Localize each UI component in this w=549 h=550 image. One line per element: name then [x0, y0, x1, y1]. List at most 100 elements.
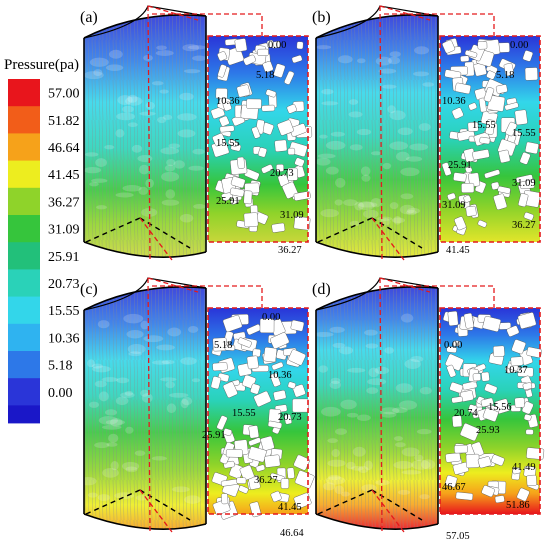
particle — [292, 398, 309, 413]
pressure-value-label: 10.36 — [216, 96, 240, 107]
particle — [249, 501, 262, 518]
particle — [497, 186, 511, 194]
particle — [243, 212, 259, 228]
pressure-value-label: 15.55 — [216, 138, 240, 149]
particle — [522, 382, 533, 390]
pressure-value-label: 15.56 — [488, 402, 512, 413]
pressure-value-label: 5.18 — [256, 70, 274, 81]
particle — [526, 447, 545, 460]
particle — [514, 397, 525, 408]
pressure-value-label: 36.27 — [278, 245, 302, 256]
particle — [286, 104, 297, 114]
particle — [495, 84, 508, 94]
particle — [269, 332, 290, 349]
particle — [290, 319, 305, 332]
particle — [221, 493, 229, 505]
particle — [465, 453, 480, 469]
particle — [518, 193, 529, 207]
particle — [478, 97, 487, 113]
pressure-value-label: 10.36 — [268, 370, 292, 381]
particle — [264, 454, 281, 468]
particle — [277, 119, 294, 136]
panel-tag: (b) — [312, 9, 331, 26]
particle — [486, 70, 496, 80]
particle — [287, 381, 296, 389]
particle — [261, 164, 274, 174]
legend-label: 46.64 — [48, 141, 80, 156]
particle — [257, 48, 269, 56]
pressure-value-label: 51.86 — [506, 500, 530, 511]
particle — [452, 340, 461, 347]
particle — [246, 355, 259, 370]
panel-a: (a) 0.00 5.18 10.36 15.55 20.73 25.91 31.09 36.2… — [80, 5, 313, 261]
panel-d: (d) 0.00 10.37 15.56 20.74 25.93 41.49 46.67 51.… — [312, 277, 545, 542]
particle — [446, 364, 457, 378]
particle — [291, 55, 303, 64]
pressure-value-label: 46.64 — [280, 528, 304, 539]
particle — [481, 371, 490, 382]
particle — [270, 490, 282, 503]
pressure-value-label: 57.05 — [446, 531, 470, 542]
particle — [259, 318, 275, 334]
particle — [251, 126, 261, 139]
particle — [212, 362, 228, 372]
particle — [246, 98, 262, 109]
cross-section-map: 0.00 10.37 15.56 20.74 25.93 41.49 46.67 51.86 5… — [439, 307, 545, 542]
particle — [463, 195, 472, 203]
particle — [467, 121, 479, 132]
particle — [445, 452, 461, 463]
particle — [482, 316, 501, 332]
particle — [485, 119, 496, 135]
particle — [477, 41, 488, 50]
particle — [261, 104, 275, 112]
particle — [274, 139, 288, 152]
particle — [472, 149, 490, 160]
particle — [222, 314, 243, 333]
particle — [253, 390, 272, 407]
particle — [460, 55, 470, 62]
particle — [243, 54, 256, 66]
legend-swatch — [8, 215, 40, 243]
particle — [487, 95, 506, 112]
pressure-value-label: 41.45 — [446, 245, 470, 256]
particle — [219, 125, 235, 133]
particle — [267, 420, 283, 429]
legend-label: 31.09 — [48, 223, 80, 238]
particle — [441, 162, 452, 176]
pressure-value-label: 10.37 — [504, 365, 528, 376]
particle — [284, 414, 292, 425]
particle — [516, 487, 530, 502]
pressure-value-label: 20.73 — [270, 168, 294, 179]
legend-label: 41.45 — [48, 168, 80, 183]
legend-label: 20.73 — [48, 277, 80, 292]
legend-label: 36.27 — [48, 195, 80, 210]
particle — [255, 464, 266, 472]
pressure-value-label: 36.27 — [512, 220, 536, 231]
particle — [293, 492, 312, 509]
particle — [223, 428, 232, 436]
legend-swatch-bottom — [8, 405, 40, 424]
particle — [464, 50, 478, 58]
particle — [210, 106, 225, 119]
section-connector — [152, 285, 263, 308]
pressure-value-label: 25.93 — [476, 425, 500, 436]
particle — [266, 40, 274, 48]
particle — [451, 396, 463, 404]
particle — [217, 51, 228, 62]
particle — [506, 325, 520, 337]
pressure-value-label: 0.00 — [444, 340, 462, 351]
cross-section-map: 0.00 5.18 10.36 15.55 15.55 25.91 31.09 31.09 36… — [439, 35, 541, 256]
panel-tag: (a) — [80, 9, 98, 26]
particle — [494, 495, 505, 504]
legend-swatch — [8, 160, 40, 189]
particle — [444, 475, 458, 488]
legend-title: Pressure(pa) — [4, 57, 79, 73]
particle — [275, 164, 285, 172]
particle — [454, 82, 471, 95]
particle — [273, 390, 287, 401]
particle — [468, 102, 477, 111]
particle — [465, 205, 477, 217]
particle — [453, 172, 467, 183]
particle — [296, 41, 304, 50]
particle — [292, 384, 306, 398]
